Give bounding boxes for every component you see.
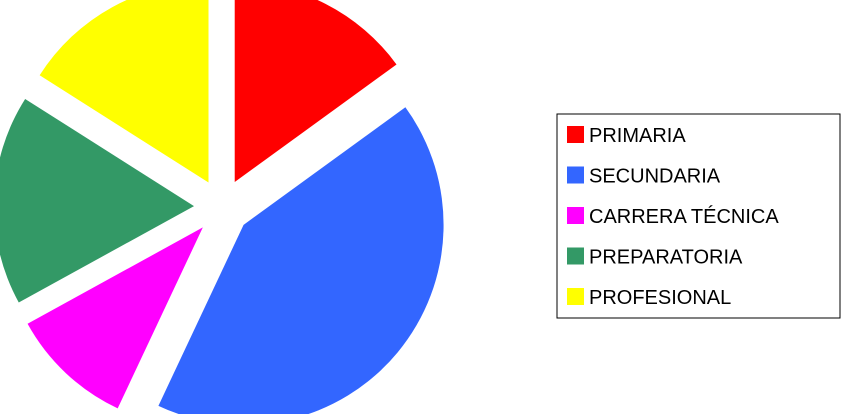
pie-slice-primaria	[234, 0, 397, 183]
legend-label: PRIMARIA	[589, 125, 686, 147]
legend-label: PROFESIONAL	[589, 287, 731, 309]
pie-slice-profesional	[39, 0, 209, 183]
pie-slice-secundaria	[158, 107, 444, 414]
legend-swatch	[567, 166, 584, 184]
legend-box	[556, 113, 841, 319]
legend-label: PREPARATORIA	[589, 247, 743, 269]
pie-slices	[0, 0, 444, 414]
pie-slice-preparatoria	[0, 98, 195, 303]
pie-slice-carrera-t-cnica	[27, 227, 203, 409]
legend-swatch	[567, 247, 584, 265]
legend-swatch	[567, 126, 584, 143]
legend-label: CARRERA TÉCNICA	[589, 205, 779, 228]
legend-swatch	[567, 207, 584, 224]
legend-label: SECUNDARIA	[589, 166, 721, 188]
legend-swatch	[567, 288, 584, 305]
legend: PRIMARIA SECUNDARIA CARRERA TÉCNICA PREPARA…	[556, 113, 841, 319]
